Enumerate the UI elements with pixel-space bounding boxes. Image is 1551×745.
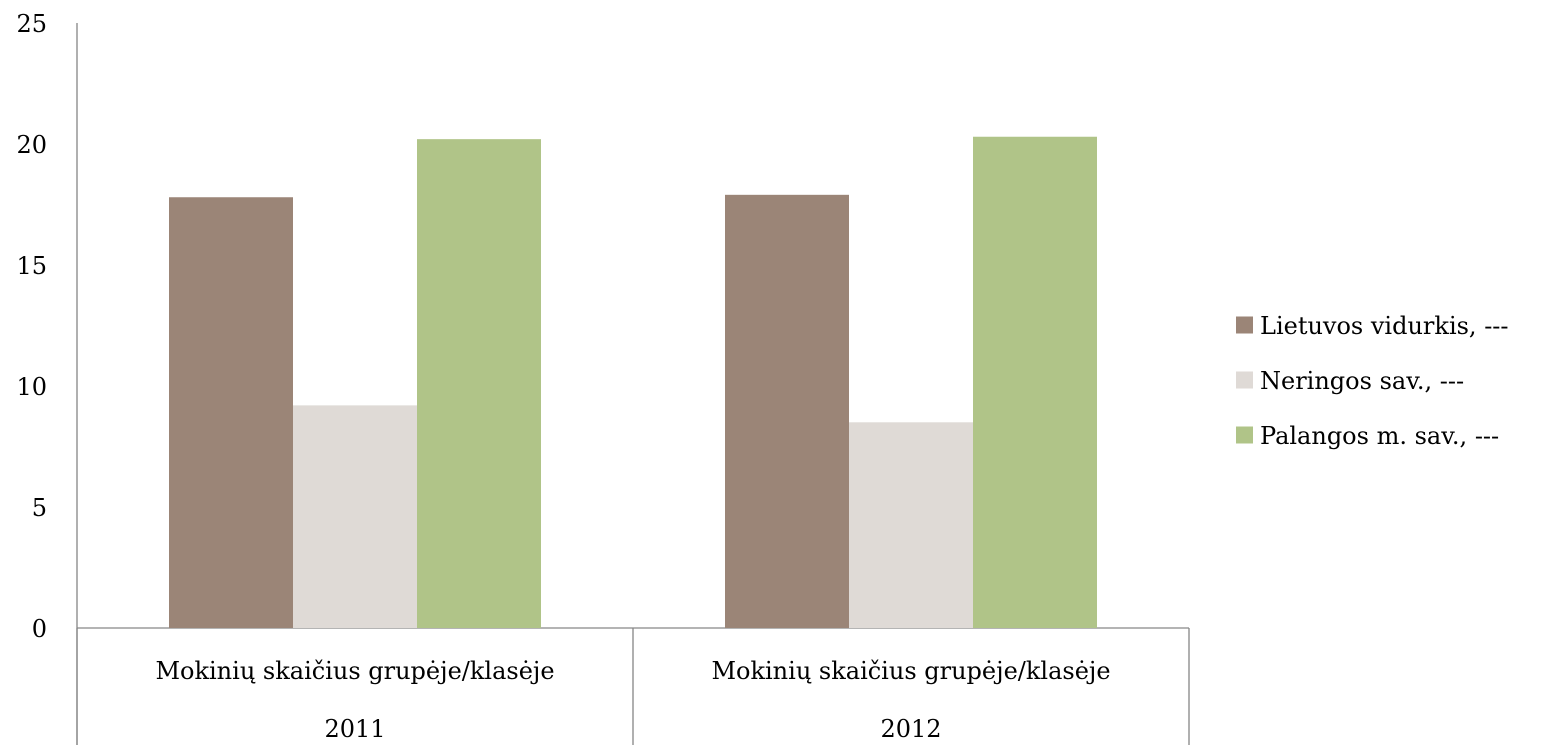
y-tick-label: 15 [16, 252, 47, 280]
legend: Lietuvos vidurkis, --- Neringos sav., ---… [1236, 312, 1509, 450]
legend-swatch [1236, 316, 1253, 334]
y-tick-label: 10 [16, 373, 47, 401]
bars [169, 136, 1097, 629]
category-label: Mokinių skaičius grupėje/klasėje [155, 657, 554, 685]
bar-2-2011 [293, 405, 417, 628]
category-year-label: 2012 [880, 715, 941, 743]
bar-1-2011 [169, 197, 293, 629]
bar-1-2012 [725, 194, 849, 628]
legend-swatch [1236, 371, 1253, 389]
axes: 0 5 10 15 20 25 Mokinių skaičius grupėje/klasė… [16, 10, 1190, 745]
y-tick-label: 25 [16, 10, 47, 38]
legend-label: Lietuvos vidurkis, --- [1260, 312, 1509, 340]
bar-2-2012 [849, 422, 973, 628]
bar-3-2012 [973, 136, 1097, 629]
bar-3-2011 [417, 139, 541, 628]
y-tick-label: 0 [32, 615, 47, 643]
legend-label: Neringos sav., --- [1260, 367, 1464, 395]
legend-swatch [1236, 426, 1253, 444]
legend-label: Palangos m. sav., --- [1260, 422, 1499, 450]
category-label: Mokinių skaičius grupėje/klasėje [711, 657, 1110, 685]
category-year-label: 2011 [324, 715, 385, 743]
y-tick-label: 20 [16, 131, 47, 159]
y-tick-label: 5 [32, 494, 47, 522]
